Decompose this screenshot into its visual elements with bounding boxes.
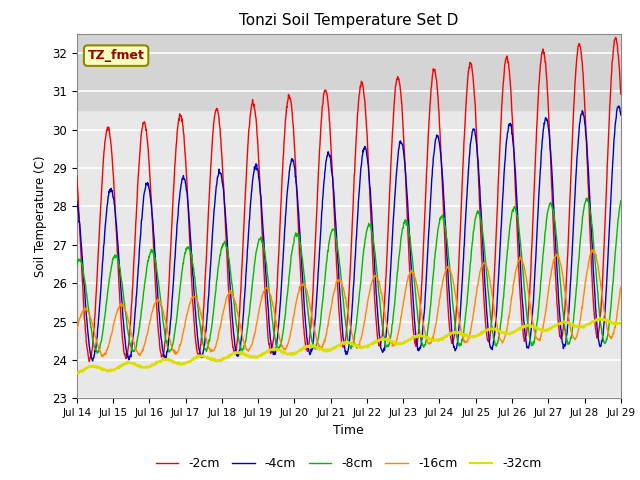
Bar (77, 34, 621, 110)
-32cm (181, 361, 189, 367)
-16cm (255, 308, 263, 313)
-2cm (553, 290, 561, 296)
-2cm (85, 359, 93, 364)
Line: -8cm: -8cm (77, 198, 621, 353)
-2cm (612, 35, 620, 40)
-2cm (505, 60, 513, 65)
-4cm (181, 177, 189, 183)
Line: -16cm: -16cm (77, 250, 621, 357)
-4cm (615, 103, 623, 109)
-32cm (596, 315, 604, 321)
Y-axis label: Soil Temperature (C): Soil Temperature (C) (33, 155, 47, 277)
-2cm (255, 165, 263, 170)
-16cm (589, 247, 596, 253)
-8cm (617, 198, 625, 204)
-8cm (553, 234, 561, 240)
Line: -4cm: -4cm (77, 106, 621, 361)
-32cm (75, 371, 83, 376)
-8cm (181, 250, 189, 256)
Line: -32cm: -32cm (77, 318, 621, 373)
-32cm (617, 321, 625, 326)
-8cm (93, 350, 101, 356)
-4cm (617, 112, 625, 118)
-16cm (195, 300, 202, 306)
-2cm (434, 88, 442, 94)
-4cm (553, 257, 561, 263)
-8cm (195, 306, 202, 312)
-8cm (434, 231, 442, 237)
-16cm (99, 354, 106, 360)
-32cm (553, 323, 561, 328)
Legend: -2cm, -4cm, -8cm, -16cm, -32cm: -2cm, -4cm, -8cm, -16cm, -32cm (151, 452, 547, 475)
-4cm (73, 198, 81, 204)
-32cm (195, 354, 202, 360)
Line: -2cm: -2cm (77, 37, 621, 361)
-16cm (181, 322, 189, 328)
-16cm (434, 311, 442, 317)
-8cm (505, 237, 513, 242)
-4cm (195, 339, 202, 345)
-16cm (617, 285, 625, 290)
-16cm (73, 327, 81, 333)
-8cm (73, 262, 81, 267)
-32cm (73, 370, 81, 376)
-2cm (195, 352, 202, 358)
-8cm (582, 195, 590, 201)
-4cm (505, 123, 513, 129)
-4cm (89, 358, 97, 364)
-16cm (553, 252, 561, 257)
Text: TZ_fmet: TZ_fmet (88, 49, 145, 62)
-4cm (434, 133, 442, 139)
Title: Tonzi Soil Temperature Set D: Tonzi Soil Temperature Set D (239, 13, 458, 28)
-2cm (73, 173, 81, 179)
-16cm (505, 314, 513, 320)
-4cm (255, 176, 263, 182)
-8cm (255, 236, 263, 242)
-32cm (434, 336, 442, 342)
X-axis label: Time: Time (333, 424, 364, 437)
-2cm (617, 91, 625, 97)
-2cm (181, 149, 189, 155)
-32cm (255, 353, 263, 359)
-32cm (505, 331, 513, 336)
